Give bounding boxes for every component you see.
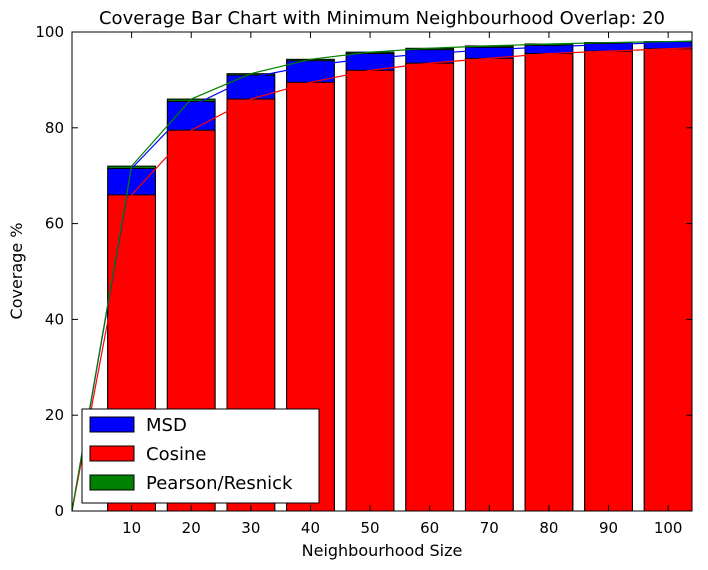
- y-axis-label: Coverage %: [7, 223, 26, 320]
- x-tick-label: 10: [122, 519, 141, 537]
- x-tick-label: 20: [182, 519, 201, 537]
- y-tick-label: 40: [45, 310, 64, 328]
- legend-label-msd: MSD: [146, 415, 187, 436]
- x-tick-label: 30: [241, 519, 260, 537]
- bar-cosine-60: [405, 62, 455, 512]
- legend-label-pearson-resnick: Pearson/Resnick: [146, 473, 293, 494]
- bar-cosine-90: [584, 50, 633, 512]
- chart-title: Coverage Bar Chart with Minimum Neighbou…: [99, 8, 665, 29]
- legend-swatch-msd: [89, 416, 135, 433]
- bar-cosine-70: [464, 57, 514, 512]
- y-tick-label: 60: [45, 215, 64, 233]
- lines-group: [71, 40, 693, 512]
- x-tick-label: 90: [599, 519, 618, 537]
- bar-cosine-50: [345, 69, 395, 512]
- x-tick-label: 40: [301, 519, 320, 537]
- y-tick-label: 80: [45, 119, 64, 137]
- line-pearson-resnick: [71, 40, 693, 512]
- y-tick-label: 20: [45, 406, 64, 424]
- bar-cosine-100: [643, 48, 693, 512]
- ticks-group: 10 20 30 40 50 60 70 80 90 100 0 20 40 60 80 100: [35, 23, 692, 537]
- y-tick-label: 0: [54, 502, 64, 520]
- bar-cosine-80: [524, 53, 574, 512]
- x-axis-label: Neighbourhood Size: [302, 541, 463, 560]
- x-tick-label: 70: [480, 519, 499, 537]
- legend-swatch-pearson-resnick: [89, 474, 135, 491]
- plot-frame: [71, 31, 693, 512]
- legend-label-cosine: Cosine: [146, 444, 206, 465]
- x-tick-label: 80: [539, 519, 558, 537]
- legend-swatch-cosine: [89, 445, 135, 462]
- line-cosine: [71, 47, 693, 512]
- y-tick-label: 100: [35, 23, 64, 41]
- x-tick-label: 60: [420, 519, 439, 537]
- x-tick-label: 50: [361, 519, 380, 537]
- x-tick-label: 100: [654, 519, 683, 537]
- legend: MSD Cosine Pearson/Resnick: [81, 408, 320, 504]
- line-msd: [71, 41, 693, 512]
